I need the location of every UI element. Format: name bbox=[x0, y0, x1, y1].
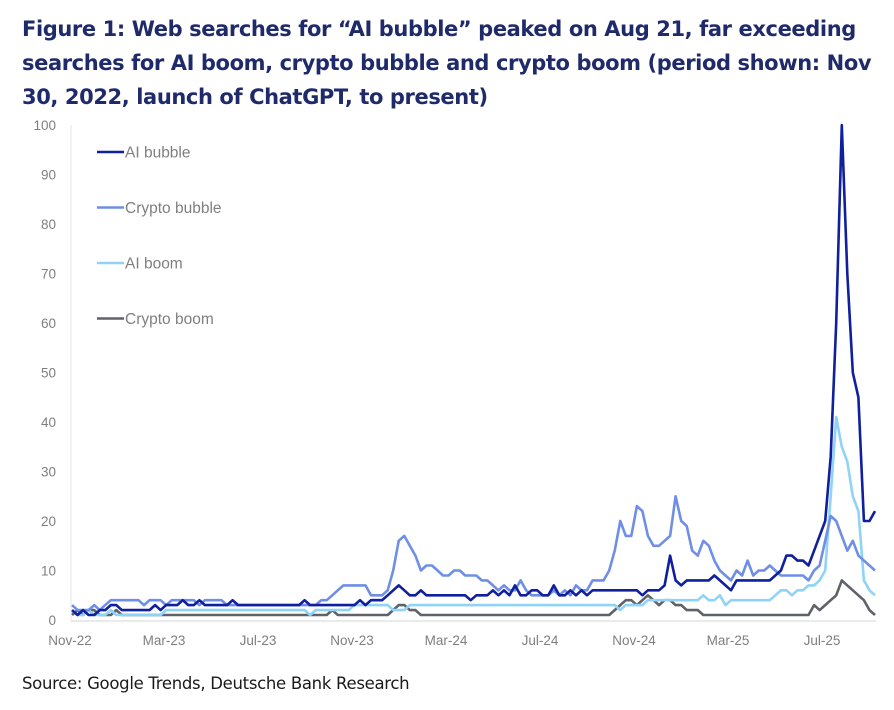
x-tick-label: Nov-23 bbox=[330, 633, 374, 648]
y-tick-label: 40 bbox=[41, 415, 56, 430]
y-tick-labels: 0 10 20 30 40 50 60 70 80 90 100 bbox=[33, 118, 56, 628]
x-tick-label: Jul-24 bbox=[522, 633, 559, 648]
legend-item: AI boom bbox=[97, 256, 183, 273]
y-tick-label: 100 bbox=[33, 118, 56, 133]
x-tick-label: Nov-22 bbox=[48, 633, 92, 648]
legend: AI bubble Crypto bubble AI boom Crypto boom bbox=[97, 145, 222, 328]
x-tick-label: Jul-23 bbox=[240, 633, 277, 648]
x-tick-label: Mar-25 bbox=[707, 633, 750, 648]
y-tick-label: 60 bbox=[41, 316, 56, 331]
y-tick-label: 10 bbox=[41, 564, 56, 579]
y-tick-label: 50 bbox=[41, 366, 56, 381]
source-note: Source: Google Trends, Deutsche Bank Res… bbox=[22, 674, 410, 693]
legend-item: AI bubble bbox=[97, 145, 191, 162]
chart-title: Figure 1: Web searches for “AI bubble” p… bbox=[22, 17, 872, 109]
x-tick-label: Nov-24 bbox=[612, 633, 656, 648]
y-tick-label: 20 bbox=[41, 514, 56, 529]
y-tick-label: 80 bbox=[41, 217, 56, 232]
x-tick-label: Mar-23 bbox=[143, 633, 186, 648]
y-tick-label: 90 bbox=[41, 168, 56, 183]
legend-item: Crypto boom bbox=[97, 311, 214, 328]
x-tick-label: Jul-25 bbox=[804, 633, 841, 648]
series-line-crypto-boom bbox=[71, 579, 876, 617]
series-line-ai-boom bbox=[71, 415, 876, 617]
series-line-ai-bubble bbox=[71, 123, 877, 617]
x-tick-labels: Nov-22 Mar-23 Jul-23 Nov-23 Mar-24 Jul-24 Nov-… bbox=[48, 633, 840, 648]
series-line-crypto-bubble bbox=[71, 494, 876, 612]
y-tick-label: 0 bbox=[48, 613, 56, 628]
y-tick-label: 70 bbox=[41, 267, 56, 282]
legend-label: Crypto bubble bbox=[125, 200, 222, 217]
legend-label: AI bubble bbox=[125, 145, 191, 162]
legend-label: Crypto boom bbox=[125, 311, 214, 328]
legend-label: AI boom bbox=[125, 256, 183, 273]
y-tick-label: 30 bbox=[41, 465, 56, 480]
legend-item: Crypto bubble bbox=[97, 200, 222, 217]
series-lines bbox=[71, 123, 877, 617]
x-tick-label: Mar-24 bbox=[425, 633, 468, 648]
